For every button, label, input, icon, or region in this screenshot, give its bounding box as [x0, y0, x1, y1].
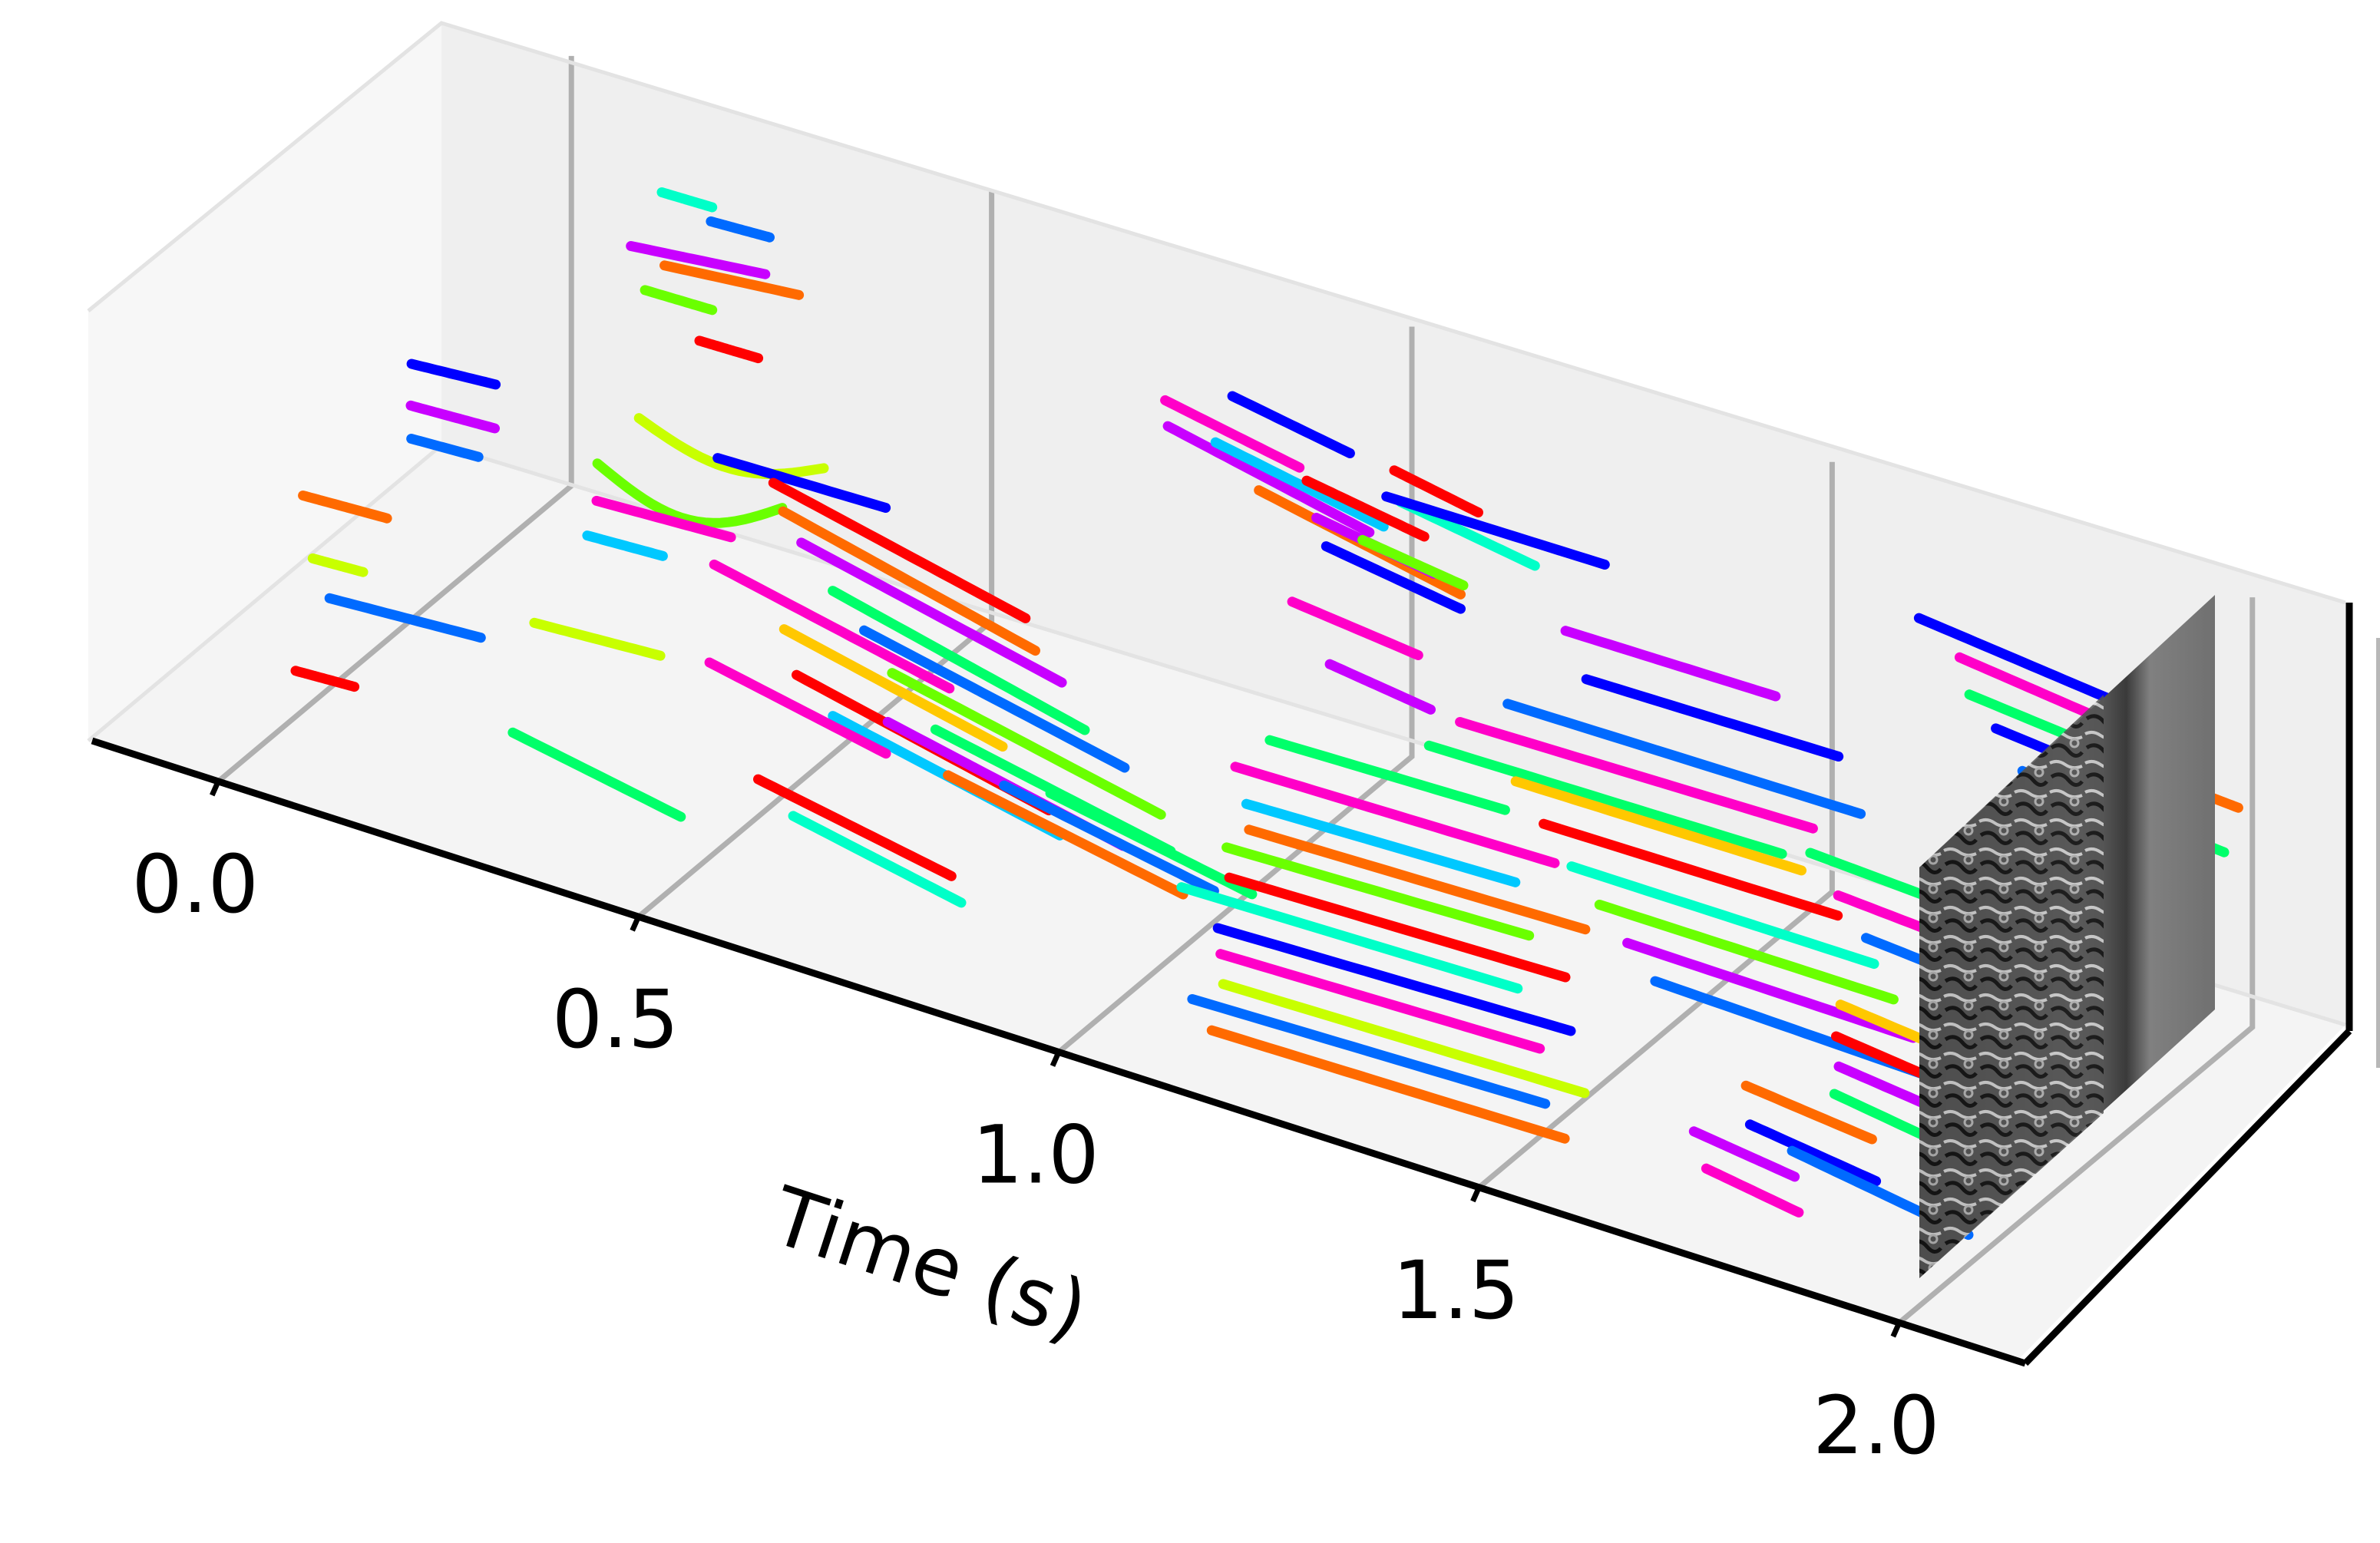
- x-tick-label-2.0: 2.0: [1813, 1379, 1939, 1472]
- track-39: [1162, 421, 1375, 537]
- track-10: [307, 553, 369, 577]
- track-25: [778, 624, 1008, 752]
- track-23: [709, 559, 955, 694]
- track-40: [1227, 391, 1355, 458]
- track-64: [1455, 717, 1818, 834]
- track-65: [1502, 699, 1866, 819]
- track-57: [1176, 882, 1523, 994]
- track-86: [1701, 1163, 1804, 1218]
- x-tick-1.5: [1470, 1186, 1482, 1203]
- track-8: [406, 434, 484, 462]
- track-22: [796, 537, 1067, 688]
- track-52: [1230, 762, 1560, 868]
- pane-edge-top: [87, 21, 2346, 605]
- track-46: [1389, 465, 1483, 518]
- track-73: [1560, 626, 1781, 702]
- track-33: [943, 770, 1188, 900]
- track-83: [1744, 1119, 1882, 1187]
- track-1: [706, 216, 775, 243]
- track-36: [999, 780, 1219, 896]
- track-34: [753, 774, 957, 881]
- track-41: [1210, 437, 1389, 532]
- left-pane: [88, 23, 441, 741]
- x-tick-label-0.0: 0.0: [132, 838, 259, 931]
- track-54: [1244, 824, 1591, 935]
- track-50: [1324, 659, 1436, 715]
- track-11: [324, 593, 486, 643]
- tracks: [290, 187, 2243, 1241]
- track-26: [859, 625, 1130, 773]
- track-67: [1539, 818, 1843, 921]
- track-6: [406, 358, 501, 390]
- x-tick-label-1.0: 1.0: [972, 1109, 1099, 1202]
- grid-line-1.5: [1477, 461, 1835, 1190]
- track-5: [694, 335, 764, 364]
- track-70: [1622, 937, 1919, 1043]
- track-68: [1566, 861, 1879, 970]
- x-tick-0.5: [630, 915, 641, 932]
- track-38: [1160, 395, 1305, 473]
- track-69: [1594, 900, 1899, 1005]
- track-3: [659, 260, 805, 300]
- track-51: [1264, 735, 1510, 815]
- track-82: [1740, 1080, 1877, 1145]
- x-tick-1.0: [1050, 1051, 1062, 1067]
- grid-line-2.0: [1897, 597, 2256, 1325]
- track-59: [1215, 949, 1545, 1054]
- track-18: [529, 617, 666, 661]
- x-tick-2.0: [1890, 1321, 1902, 1338]
- x-ticks: 0.0 0.5 1.0 1.5 2.0: [132, 780, 1939, 1472]
- track-14: [592, 458, 788, 528]
- track-16: [582, 530, 668, 561]
- track-13: [633, 413, 829, 479]
- track-84: [1688, 1126, 1800, 1182]
- track-56: [1224, 872, 1571, 983]
- track-63: [1423, 740, 1787, 859]
- track-15: [591, 495, 736, 543]
- track-12: [290, 666, 360, 692]
- track-35: [788, 811, 967, 908]
- frame-texture: [1919, 695, 2104, 1278]
- track-45: [1321, 541, 1466, 614]
- track-91: [1913, 613, 2117, 705]
- grid-line-1.0: [1056, 326, 1415, 1055]
- track-61: [1187, 994, 1551, 1109]
- track-66: [1510, 776, 1806, 876]
- track-19: [507, 727, 686, 822]
- track-53: [1241, 798, 1521, 887]
- track-58: [1212, 923, 1576, 1036]
- track-43: [1301, 475, 1430, 542]
- depth-axis-line: [2022, 1028, 2352, 1366]
- track-48: [1357, 534, 1469, 590]
- track-62: [1206, 1025, 1570, 1144]
- track-72: [1581, 674, 1844, 762]
- track-30: [704, 657, 891, 759]
- track-49: [1287, 596, 1423, 660]
- track-28: [887, 668, 1166, 820]
- final-frame-image: [1919, 595, 2215, 1278]
- track-9: [298, 491, 392, 524]
- track-7: [405, 400, 500, 434]
- x-tick-label-0.5: 0.5: [552, 973, 679, 1066]
- track-74: [1381, 491, 1610, 570]
- track-55: [1221, 842, 1535, 941]
- track-24: [828, 586, 1090, 735]
- track-0: [656, 187, 718, 213]
- track-4: [640, 285, 718, 316]
- track-20: [768, 477, 1031, 623]
- track-60: [1218, 979, 1590, 1099]
- track-21: [778, 506, 1040, 656]
- track-2: [626, 241, 771, 279]
- x-tick-label-1.5: 1.5: [1393, 1244, 1519, 1337]
- x-tick-0.0: [210, 780, 221, 797]
- track-37: [1045, 788, 1258, 900]
- track-17: [712, 453, 891, 513]
